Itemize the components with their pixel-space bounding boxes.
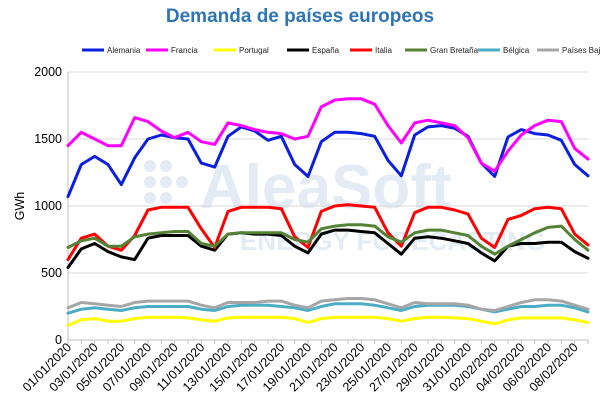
legend-item: Italia [350,46,392,55]
series-line-italia [66,203,590,262]
legend-item: Francia [146,46,198,55]
y-axis-label: GWh [13,192,27,221]
series-line-españa [66,228,590,270]
legend-item: Bélgica [478,46,530,55]
y-tick-label: 0 [55,333,62,347]
legend-item: Gran Bretaña [405,46,479,55]
series-line-francia [66,97,590,173]
legend-item: Portugal [214,46,269,55]
series-line-alemania [66,124,590,199]
legend-label: Italia [375,46,392,55]
series-line-gran-bretaña [66,223,590,256]
series-line-portugal [66,315,590,327]
legend-label: Bélgica [503,46,530,55]
legend-label: Gran Bretaña [430,46,479,55]
y-tick-label: 1500 [34,132,62,146]
watermark-dot [160,160,172,172]
y-tick-label: 500 [41,266,62,280]
legend-label: Países Bajos [562,46,600,55]
watermark-dot [160,176,172,188]
series-line-bélgica [66,302,590,315]
legend-item: Alemania [82,46,141,55]
y-tick-label: 2000 [34,65,62,79]
watermark-dot [144,176,156,188]
legend-item: Países Bajos [537,46,600,55]
watermark-dot [144,160,156,172]
watermark-dot [160,192,172,204]
y-tick-label: 1000 [34,199,62,213]
legend-label: Portugal [239,46,269,55]
chart-title: Demanda de países europeos [165,6,435,27]
legend-label: Alemania [107,46,141,55]
legend-label: España [312,46,340,55]
watermark-dot [144,192,156,204]
series-line-países-bajos [66,297,590,312]
watermark-dot [176,176,188,188]
legend-label: Francia [171,46,198,55]
legend-item: España [287,46,340,55]
